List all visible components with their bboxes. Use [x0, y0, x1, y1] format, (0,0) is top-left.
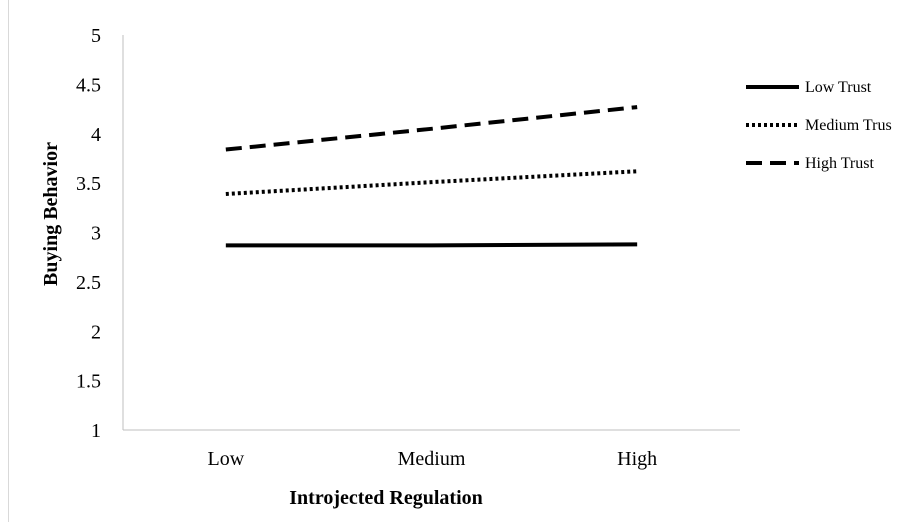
x-axis-ticks: Low Medium High — [207, 448, 657, 470]
legend-label: Low Trust — [805, 79, 872, 96]
legend-label: High Trust — [805, 155, 874, 172]
left-border-line — [8, 0, 9, 522]
y-tick-label: 4 — [91, 124, 101, 146]
legend-label: Medium Trus — [805, 117, 892, 134]
series-line-2 — [225, 169, 638, 196]
x-tick-label: Low — [207, 448, 244, 470]
y-tick-label: 4.5 — [76, 74, 101, 96]
series-line-1 — [225, 242, 638, 248]
y-tick-label: 1.5 — [76, 371, 101, 393]
y-axis-ticks: 1 1.5 2 2.5 3 3.5 4 4.5 5 — [76, 25, 101, 442]
chart-axes — [122, 35, 740, 431]
x-tick-label: High — [617, 448, 657, 470]
y-tick-label: 5 — [91, 25, 101, 47]
y-axis-title: Buying Behavior — [40, 142, 62, 286]
y-tick-label: 3 — [91, 223, 101, 245]
y-tick-label: 3.5 — [76, 173, 101, 195]
x-axis-title: Introjected Regulation — [289, 487, 483, 509]
chart-legend: Low Trust Medium Trus High Trust — [746, 79, 892, 172]
x-tick-label: Medium — [398, 448, 466, 470]
y-tick-label: 1 — [91, 420, 101, 442]
series-line-3 — [225, 105, 638, 152]
chart-series — [225, 105, 638, 248]
y-tick-label: 2 — [91, 321, 101, 343]
y-tick-label: 2.5 — [76, 272, 101, 294]
